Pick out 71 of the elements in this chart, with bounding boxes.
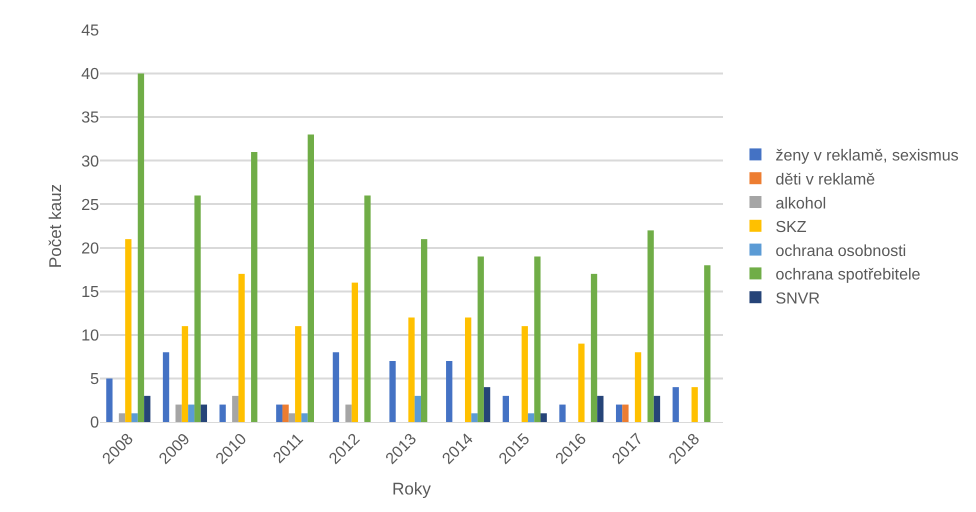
bar	[502, 396, 509, 422]
bar	[364, 196, 371, 422]
bar	[672, 387, 679, 422]
bar	[131, 413, 138, 422]
bar	[648, 230, 654, 422]
bar	[295, 326, 302, 422]
bar	[478, 256, 484, 422]
legend-label: děti v reklamě	[775, 171, 876, 188]
bar	[528, 413, 534, 422]
bar	[106, 378, 113, 422]
bar	[301, 413, 308, 422]
bar	[590, 274, 598, 422]
bar	[282, 404, 289, 422]
bar	[182, 326, 188, 422]
y-tick-label: 0	[90, 414, 100, 432]
legend-label: ochrana spotřebitele	[775, 266, 921, 284]
y-tick-label: 20	[81, 240, 100, 258]
bar	[540, 413, 547, 422]
bar	[345, 404, 352, 422]
bar	[238, 274, 245, 422]
bar	[692, 387, 698, 422]
bar	[232, 396, 238, 422]
legend-label: ženy v reklamě, sexismus	[775, 148, 959, 165]
bar	[288, 413, 296, 422]
bar	[200, 404, 208, 422]
y-tick-label: 35	[81, 110, 100, 127]
bar	[616, 404, 622, 422]
x-axis-title: Roky	[392, 479, 432, 498]
y-tick-label: 30	[81, 153, 100, 170]
bar	[389, 361, 396, 422]
bar	[118, 413, 126, 422]
bar	[408, 317, 415, 422]
bar	[125, 239, 132, 422]
bar	[634, 352, 642, 422]
y-tick-label: 15	[81, 284, 100, 301]
bar	[352, 282, 358, 422]
bar	[559, 404, 566, 422]
bar	[471, 413, 478, 422]
y-tick-label: 10	[81, 327, 100, 344]
y-tick-label: 40	[81, 66, 100, 84]
bar	[446, 361, 452, 422]
bar	[162, 352, 170, 422]
legend-label: SKZ	[775, 219, 807, 236]
y-axis-title: Počet kauz	[46, 184, 65, 268]
bar	[464, 317, 472, 422]
legend-label: SNVR	[775, 290, 820, 308]
bar	[578, 344, 585, 422]
bar	[522, 326, 528, 422]
y-tick-label: 45	[81, 22, 100, 40]
bar	[194, 196, 201, 422]
bar	[144, 396, 150, 422]
bar	[138, 74, 144, 422]
bar	[420, 239, 428, 422]
bar	[414, 396, 421, 422]
bar	[308, 134, 314, 422]
legend-label: ochrana osobnosti	[775, 242, 906, 260]
bar	[251, 152, 258, 422]
bar	[175, 404, 182, 422]
bar	[188, 404, 194, 422]
bar	[704, 265, 710, 422]
bar	[220, 404, 226, 422]
y-tick-label: 25	[81, 196, 100, 214]
legend-label: alkohol	[775, 195, 826, 212]
bar	[654, 396, 660, 422]
bar	[597, 396, 604, 422]
bar	[332, 352, 340, 422]
y-tick-label: 5	[90, 371, 100, 388]
bar	[276, 404, 282, 422]
bar	[622, 404, 629, 422]
bar	[484, 387, 490, 422]
bar	[534, 256, 541, 422]
